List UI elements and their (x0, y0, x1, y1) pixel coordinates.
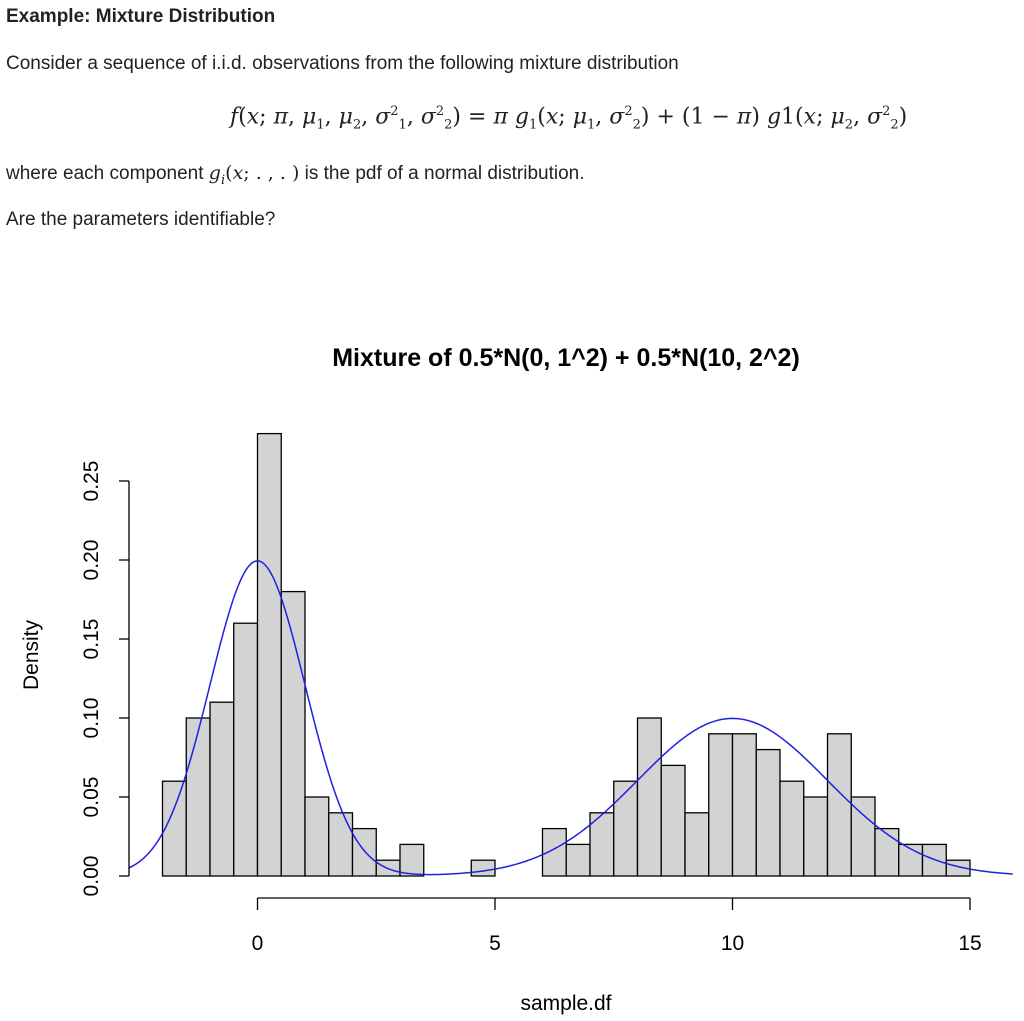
histogram-bar (351, 827, 377, 877)
y-tick-label: 0.25 (80, 461, 103, 502)
histogram-bar (399, 843, 425, 877)
histogram-bar (613, 780, 639, 877)
chart-title: Mixture of 0.5*N(0, 1^2) + 0.5*N(10, 2^2… (332, 344, 800, 372)
histogram-bar (660, 764, 686, 877)
component-pdf-notation: gi(x; . , . ) (208, 162, 300, 188)
histogram-bar (826, 733, 852, 877)
where-text: where each component gi(x; . , . ) is th… (6, 162, 585, 188)
x-axis: 0 5 10 15 (252, 897, 982, 955)
y-tick-label: 0.10 (80, 698, 103, 739)
histogram-bar (328, 812, 354, 877)
x-tick-label: 15 (958, 932, 981, 955)
x-tick-label: 0 (252, 932, 264, 955)
y-axis: 0.00 0.05 0.10 0.15 0.20 0.25 (80, 461, 130, 897)
x-tick-label: 5 (489, 932, 501, 955)
example-heading: Example: Mixture Distribution (6, 6, 276, 27)
x-tick-label: 10 (721, 932, 744, 955)
density-curve (128, 560, 1013, 876)
histogram-bar (755, 748, 781, 877)
histogram-bar (636, 717, 662, 877)
histogram-bar (945, 859, 971, 877)
y-tick-label: 0.20 (80, 540, 103, 581)
histogram-bar (185, 717, 211, 877)
histogram-bar (304, 796, 330, 877)
y-axis-label: Density (20, 619, 43, 690)
histogram-bar (565, 843, 591, 877)
intro-text: Consider a sequence of i.i.d. observatio… (6, 53, 679, 74)
histogram-bar (779, 780, 805, 877)
histogram-chart: Mixture of 0.5*N(0, 1^2) + 0.5*N(10, 2^2… (20, 344, 1013, 1015)
histogram-bar (708, 733, 734, 877)
histogram-bar (850, 796, 876, 877)
y-tick-label: 0.05 (80, 777, 103, 818)
histogram-bar (803, 796, 829, 877)
histogram-bar (684, 812, 710, 877)
where-suffix: is the pdf of a normal distribution. (304, 163, 585, 184)
y-tick-label: 0.00 (80, 856, 103, 897)
histogram-bar (256, 432, 282, 877)
histogram-bar (280, 590, 306, 877)
question-text: Are the parameters identifiable? (6, 209, 276, 230)
histogram-bar (233, 622, 259, 877)
histogram-bar (470, 859, 496, 877)
y-tick-label: 0.15 (80, 619, 103, 660)
mixture-formula: f(x; π, μ1, μ2, σ21, σ22) = π g1(x; μ1, … (230, 104, 908, 133)
where-prefix: where each component (6, 163, 204, 184)
histogram-bar (874, 827, 900, 877)
histogram-bars (161, 432, 971, 877)
histogram-bar (161, 780, 187, 877)
x-axis-label: sample.df (520, 992, 611, 1015)
histogram-bar (731, 733, 757, 877)
histogram-bar (209, 701, 235, 877)
